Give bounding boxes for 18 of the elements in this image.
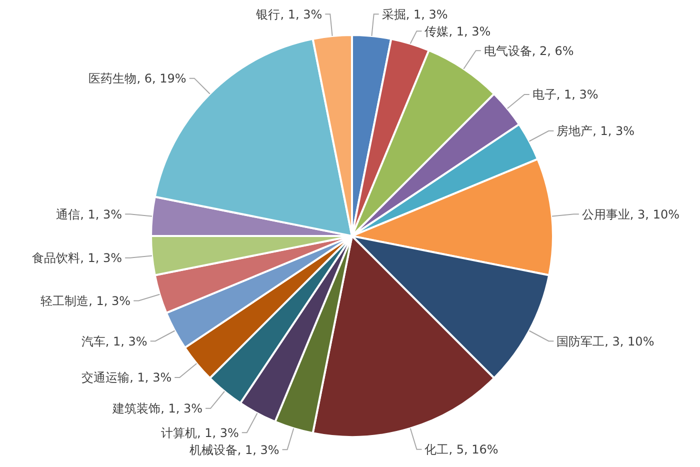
slice-label: 交通运输, 1, 3% bbox=[82, 370, 172, 385]
slice-label: 建筑装饰, 1, 3% bbox=[112, 402, 203, 416]
slice-label: 计算机, 1, 3% bbox=[160, 426, 239, 440]
slice-label: 机械设备, 1, 3% bbox=[189, 442, 280, 457]
slice-label: 轻工制造, 1, 3% bbox=[40, 294, 131, 308]
slice-label: 采掘, 1, 3% bbox=[382, 7, 448, 22]
slice-label: 汽车, 1, 3% bbox=[81, 334, 148, 348]
slice-label: 电子, 1, 3% bbox=[532, 88, 598, 102]
slice-label: 食品饮料, 1, 3% bbox=[32, 251, 122, 266]
slice-label: 房地产, 1, 3% bbox=[556, 124, 635, 138]
slice-label: 通信, 1, 3% bbox=[56, 207, 122, 222]
slice-label: 化工, 5, 16% bbox=[424, 442, 498, 457]
slice-label: 国防军工, 3, 10% bbox=[556, 334, 654, 348]
slice-label: 银行, 1, 3% bbox=[255, 7, 322, 22]
slice-label: 电气设备, 2, 6% bbox=[484, 44, 574, 58]
slice-label: 医药生物, 6, 19% bbox=[88, 72, 186, 86]
slice-label: 公用事业, 3, 10% bbox=[582, 207, 680, 222]
slice-label: 传媒, 1, 3% bbox=[424, 24, 491, 38]
